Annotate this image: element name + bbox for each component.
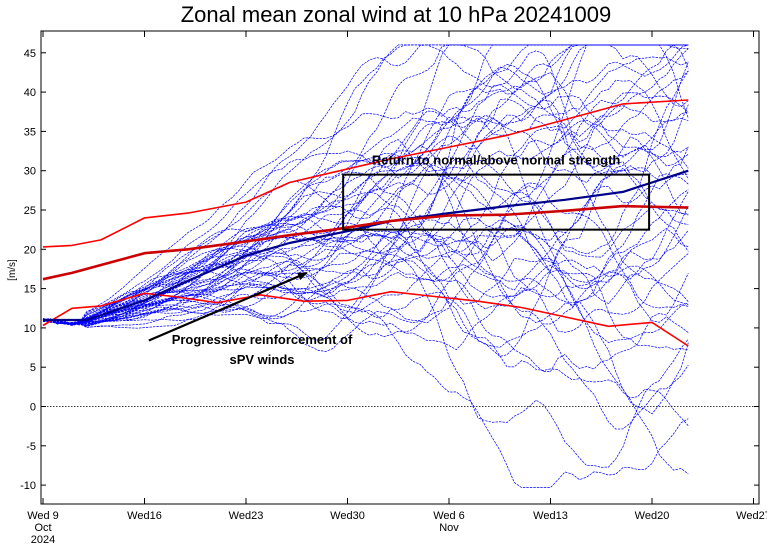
plot-area bbox=[40, 30, 760, 505]
y-tick-label: -10 bbox=[20, 480, 36, 492]
ensemble-member-line bbox=[43, 259, 689, 351]
ensemble-member-line bbox=[42, 79, 689, 324]
ensemble-member-line bbox=[42, 56, 689, 326]
ensemble-member-line bbox=[42, 44, 689, 325]
ensemble-member-line bbox=[42, 44, 689, 326]
ensemble-member-line bbox=[42, 44, 689, 325]
ensemble-member-line bbox=[42, 228, 689, 333]
x-tick-label: Nov bbox=[439, 522, 459, 534]
ensemble-member-line bbox=[42, 70, 689, 326]
ensemble-member-line bbox=[42, 227, 689, 348]
y-tick-label: 10 bbox=[24, 323, 36, 335]
ensemble-mean-line bbox=[43, 169, 689, 322]
ensemble-member-line bbox=[42, 44, 689, 325]
y-axis-label: [m/s] bbox=[7, 259, 18, 281]
climatology-lower-line bbox=[42, 290, 689, 347]
x-tick-label: Wed 9 bbox=[27, 510, 59, 522]
ensemble-member-line bbox=[42, 44, 689, 324]
x-tick-label: Wed27 bbox=[736, 510, 767, 522]
ensemble-member-line bbox=[42, 255, 689, 488]
ensemble-member-line bbox=[42, 105, 689, 324]
ensemble-member-line bbox=[42, 92, 689, 325]
ensemble-member-line bbox=[42, 61, 689, 324]
x-tick-label: Oct bbox=[34, 522, 51, 534]
y-tick-label: 25 bbox=[24, 205, 36, 217]
y-tick-label: -5 bbox=[26, 441, 36, 453]
climatology-mean-line bbox=[42, 204, 689, 281]
annotation-box-label: Return to normal/above normal strength bbox=[372, 153, 621, 168]
x-tick-label: Wed30 bbox=[330, 510, 365, 522]
ensemble-member-line bbox=[42, 250, 689, 468]
ensemble-member-line bbox=[42, 44, 689, 325]
y-tick-label: 20 bbox=[24, 244, 36, 256]
x-tick-label: Wed13 bbox=[533, 510, 568, 522]
x-tick-label: Wed20 bbox=[635, 510, 670, 522]
y-tick-label: 0 bbox=[30, 402, 36, 414]
y-tick-label: 15 bbox=[24, 284, 36, 296]
y-tick-label: 35 bbox=[24, 126, 36, 138]
ensemble-member-line bbox=[42, 230, 689, 372]
annotation-arrow-label: Progressive reinforcement of bbox=[172, 332, 353, 347]
ensemble-member-line bbox=[42, 116, 689, 343]
ensemble-member-line bbox=[42, 136, 689, 357]
x-tick-label: Wed23 bbox=[229, 510, 264, 522]
y-tick-label: 40 bbox=[24, 87, 36, 99]
ensemble-member-line bbox=[42, 228, 689, 333]
ensemble-member-line bbox=[42, 70, 689, 326]
annotation-box bbox=[342, 173, 651, 231]
ensemble-member-line bbox=[42, 44, 689, 324]
y-tick-label: 45 bbox=[24, 48, 36, 60]
annotation-arrow bbox=[148, 271, 308, 342]
ensemble-member-line bbox=[42, 44, 689, 326]
ensemble-member-line bbox=[42, 104, 689, 325]
y-tick-label: 30 bbox=[24, 166, 36, 178]
x-tick-label: Wed 6 bbox=[433, 510, 465, 522]
ensemble-member-line bbox=[42, 152, 689, 475]
x-tick-label: Wed16 bbox=[127, 510, 162, 522]
ensemble-member-line bbox=[42, 181, 689, 325]
ensemble-member-line bbox=[42, 189, 689, 326]
ensemble-member-line bbox=[42, 99, 689, 327]
ensemble-member-line bbox=[42, 44, 689, 325]
x-tick-label: 2024 bbox=[31, 534, 55, 546]
chart-title: Zonal mean zonal wind at 10 hPa 20241009 bbox=[181, 2, 612, 27]
y-tick-label: 5 bbox=[30, 362, 36, 374]
ensemble-member-line bbox=[42, 144, 689, 415]
ensemble-member-line bbox=[42, 50, 689, 326]
climatology-upper-line bbox=[42, 99, 689, 248]
ensemble-member-line bbox=[42, 48, 689, 325]
annotation-arrow-label-line2: sPV winds bbox=[229, 352, 294, 367]
ensemble-member-line bbox=[42, 44, 689, 325]
